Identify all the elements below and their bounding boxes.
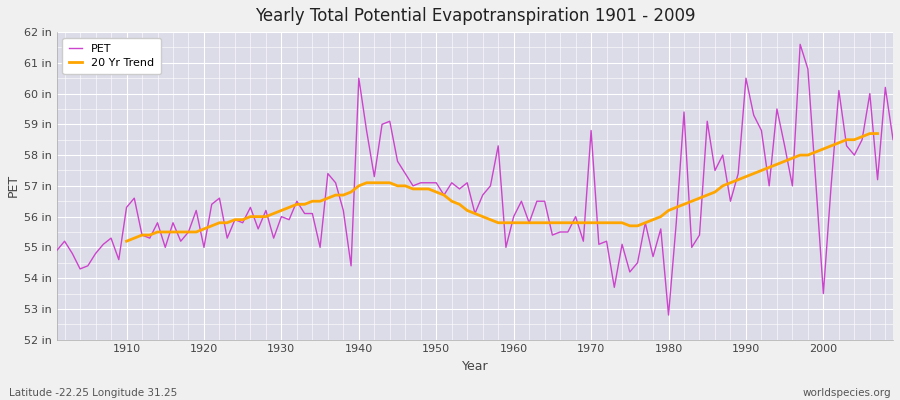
- Line: PET: PET: [57, 44, 893, 315]
- PET: [663, 313, 674, 318]
- Text: worldspecies.org: worldspecies.org: [803, 388, 891, 398]
- 20 Yr Trend: [167, 230, 178, 234]
- PET: [113, 257, 124, 262]
- 20 Yr Trend: [477, 214, 488, 219]
- 20 Yr Trend: [593, 220, 604, 225]
- PET: [508, 214, 519, 219]
- PET: [51, 248, 62, 253]
- Legend: PET, 20 Yr Trend: PET, 20 Yr Trend: [62, 38, 161, 74]
- PET: [887, 137, 898, 142]
- PET: [795, 42, 806, 47]
- PET: [601, 239, 612, 244]
- Y-axis label: PET: PET: [7, 174, 20, 198]
- PET: [284, 217, 294, 222]
- 20 Yr Trend: [864, 131, 875, 136]
- PET: [500, 245, 511, 250]
- PET: [330, 180, 341, 185]
- Text: Latitude -22.25 Longitude 31.25: Latitude -22.25 Longitude 31.25: [9, 388, 177, 398]
- 20 Yr Trend: [872, 131, 883, 136]
- 20 Yr Trend: [183, 230, 194, 234]
- X-axis label: Year: Year: [462, 360, 489, 373]
- Title: Yearly Total Potential Evapotranspiration 1901 - 2009: Yearly Total Potential Evapotranspiratio…: [255, 7, 695, 25]
- 20 Yr Trend: [539, 220, 550, 225]
- 20 Yr Trend: [694, 196, 705, 200]
- Line: 20 Yr Trend: 20 Yr Trend: [127, 134, 878, 241]
- 20 Yr Trend: [122, 239, 132, 244]
